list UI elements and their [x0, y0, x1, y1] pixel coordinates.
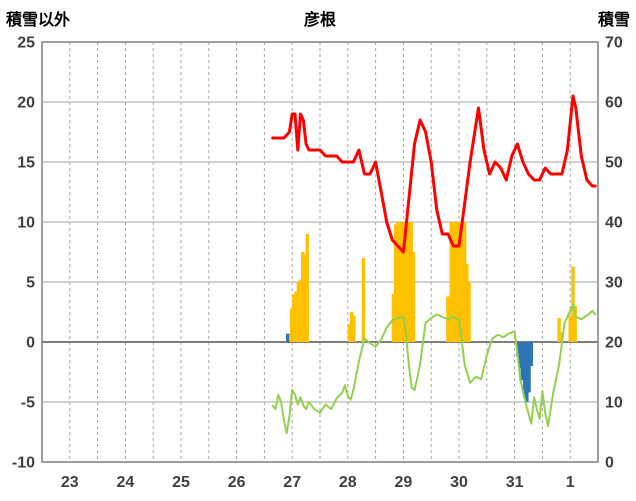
right-axis-tick-label: 20 — [605, 335, 623, 352]
x-axis-tick-label: 28 — [339, 474, 357, 491]
right-axis-tick-label: 0 — [605, 455, 614, 472]
yellow-bar — [294, 291, 298, 342]
yellow-bar — [573, 306, 577, 342]
yellow-bar — [305, 234, 309, 342]
left-axis-tick-label: -10 — [12, 455, 35, 472]
blue-bar — [520, 342, 525, 381]
blue-bar — [286, 333, 290, 342]
left-axis-tick-label: 5 — [26, 275, 35, 292]
blue-bar — [522, 342, 527, 398]
plot-border — [41, 41, 599, 463]
left-axis-tick-label: -5 — [21, 395, 35, 412]
x-axis-tick-label: 25 — [172, 474, 190, 491]
blue-bar — [527, 342, 531, 393]
yellow-bar — [456, 222, 460, 342]
yellow-bar — [349, 312, 354, 342]
right-axis-tick-label: 70 — [605, 35, 623, 52]
yellow-bar — [298, 279, 303, 342]
yellow-bar — [296, 282, 301, 342]
right-axis-tick-label: 60 — [605, 95, 623, 112]
x-axis-tick-label: 31 — [506, 474, 524, 491]
blue-bar — [529, 342, 533, 366]
yellow-bar — [292, 294, 296, 342]
x-axis-tick-label: 24 — [117, 474, 135, 491]
yellow-bar — [303, 254, 307, 342]
right-axis-tick-label: 10 — [605, 395, 623, 412]
yellow-bar — [411, 252, 416, 342]
yellow-bar — [559, 332, 564, 342]
x-axis-tick-label: 29 — [395, 474, 413, 491]
right-axis-tick-label: 40 — [605, 215, 623, 232]
x-axis-tick-label: 1 — [566, 474, 575, 491]
right-axis-tick-label: 30 — [605, 275, 623, 292]
x-axis-tick-label: 23 — [61, 474, 79, 491]
right-axis-title: 積雪 — [597, 12, 630, 29]
yellow-bar — [301, 252, 305, 342]
yellow-bar — [402, 222, 407, 342]
blue-bar — [518, 342, 522, 369]
yellow-bar — [451, 222, 456, 342]
yellow-bar — [568, 315, 572, 342]
yellow-bar — [458, 222, 462, 342]
yellow-bar — [453, 222, 458, 342]
yellow-bar — [352, 315, 356, 342]
blue-bar — [525, 342, 529, 402]
left-axis-tick-label: 10 — [17, 215, 35, 232]
yellow-bar — [289, 308, 294, 342]
yellow-bar — [407, 222, 411, 342]
left-axis-tick-label: 25 — [17, 35, 35, 52]
green-line — [271, 303, 597, 435]
yellow-bar — [467, 282, 471, 342]
left-axis-title: 積雪以外 — [6, 12, 71, 29]
yellow-bar — [398, 222, 402, 342]
left-axis-tick-label: 20 — [17, 95, 35, 112]
red-line — [271, 94, 597, 254]
yellow-bar — [405, 222, 409, 342]
x-axis-tick-label: 26 — [228, 474, 246, 491]
left-axis-tick-label: 0 — [26, 335, 35, 352]
yellow-bar — [396, 222, 400, 342]
yellow-bar — [460, 222, 465, 342]
yellow-bar — [400, 222, 404, 342]
yellow-bar — [347, 324, 352, 342]
chart-title: 彦根 — [303, 12, 336, 29]
yellow-bar — [557, 318, 561, 342]
yellow-bar — [465, 264, 469, 342]
yellow-bar — [393, 224, 398, 342]
yellow-bar — [361, 258, 366, 342]
yellow-bar — [409, 222, 413, 342]
yellow-bar — [462, 222, 467, 342]
right-axis-tick-label: 50 — [605, 155, 623, 172]
x-axis-tick-label: 30 — [450, 474, 468, 491]
left-axis-tick-label: 15 — [17, 155, 35, 172]
x-axis-tick-label: 27 — [283, 474, 301, 491]
yellow-bar — [391, 294, 396, 342]
yellow-bar — [449, 222, 453, 342]
